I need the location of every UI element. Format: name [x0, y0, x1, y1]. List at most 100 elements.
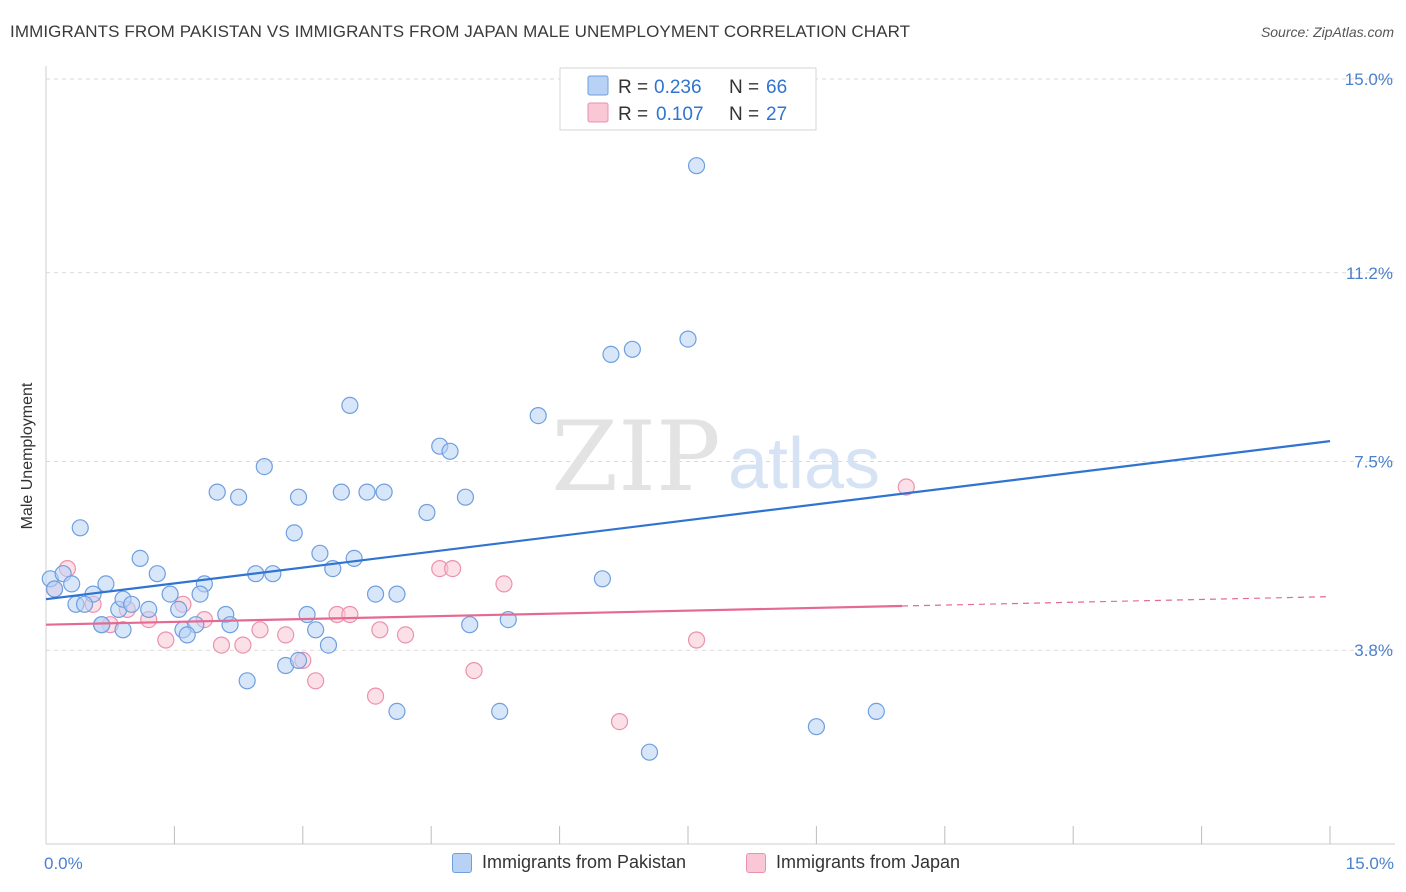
data-point-pakistan — [418, 503, 436, 522]
data-point-pakistan — [441, 442, 459, 460]
legend-japan-n-label: N = — [729, 104, 759, 125]
data-point-pakistan — [114, 621, 132, 639]
x-tick-label: 0.0% — [44, 854, 83, 873]
data-point-pakistan — [345, 549, 363, 568]
data-point-pakistan — [319, 636, 338, 654]
data-point-pakistan — [123, 595, 141, 613]
data-point-pakistan — [388, 702, 406, 721]
chart-title: IMMIGRANTS FROM PAKISTAN VS IMMIGRANTS F… — [10, 22, 911, 41]
x-tick-label: 15.0% — [1346, 854, 1394, 873]
data-point-pakistan — [140, 600, 158, 619]
data-point-pakistan — [307, 621, 325, 639]
data-point-pakistan — [238, 672, 256, 690]
legend-pakistan-r-label: R = — [618, 77, 648, 98]
trend-lines — [45, 440, 1331, 626]
legend-label-japan: Immigrants from Japan — [776, 852, 961, 872]
trend-line-pakistan — [45, 440, 1331, 601]
data-point-pakistan — [289, 488, 308, 506]
data-point-pakistan — [63, 575, 81, 593]
data-point-japan — [371, 621, 389, 639]
data-point-pakistan — [97, 575, 115, 593]
grid-lines — [46, 78, 1395, 651]
legend-label-pakistan: Immigrants from Pakistan — [482, 852, 687, 872]
axes — [45, 66, 1395, 845]
data-point-pakistan — [456, 488, 475, 506]
data-point-pakistan — [867, 702, 885, 721]
data-point-japan — [444, 559, 462, 578]
data-point-japan — [366, 687, 385, 705]
data-point-japan — [307, 672, 325, 690]
data-point-pakistan — [255, 458, 273, 476]
watermark-zip: ZIP — [551, 401, 720, 513]
legend-pakistan-n-value: 66 — [766, 77, 787, 98]
data-point-pakistan — [332, 483, 350, 501]
data-point-pakistan — [593, 570, 612, 588]
legend-japan-n-value: 27 — [766, 104, 787, 125]
legend-pakistan-n-label: N = — [729, 77, 759, 98]
data-point-pakistan — [807, 718, 826, 736]
data-point-pakistan — [208, 483, 226, 501]
data-point-pakistan — [461, 616, 479, 634]
legend-japan-swatch — [587, 102, 609, 123]
data-point-pakistan — [71, 519, 89, 537]
data-point-pakistan — [289, 651, 308, 670]
legend-japan-r-label: R = — [618, 104, 648, 125]
data-point-pakistan — [148, 565, 166, 583]
data-point-pakistan — [623, 340, 641, 358]
data-point-japan — [277, 626, 295, 644]
legend-top: R = 0.236 N = 66 R = 0.107 N = 27 — [559, 67, 817, 131]
data-point-japan — [897, 478, 915, 496]
y-tick-label: 11.2% — [1346, 264, 1393, 283]
legend-swatch-japan — [746, 852, 766, 873]
data-point-pakistan — [529, 407, 547, 425]
data-point-pakistan — [264, 565, 282, 583]
data-point-pakistan — [178, 626, 196, 644]
data-point-pakistan — [679, 330, 697, 348]
data-point-japan — [157, 631, 175, 649]
data-point-pakistan — [75, 595, 94, 613]
data-point-pakistan — [221, 616, 239, 634]
data-point-pakistan — [602, 345, 620, 363]
data-point-japan — [251, 621, 269, 639]
data-point-pakistan — [375, 483, 393, 501]
legend-item-japan: Immigrants from Japan — [746, 852, 960, 873]
data-point-pakistan — [161, 585, 179, 603]
y-tick-label: 7.5% — [1354, 453, 1393, 472]
legend-pakistan-r-value: 0.236 — [654, 77, 702, 98]
data-point-pakistan — [491, 702, 509, 721]
data-point-pakistan — [366, 585, 385, 603]
tick-labels: 3.8% 7.5% 11.2% 15.0% 0.0% 15.0% — [44, 70, 1394, 873]
legend-pakistan-swatch — [587, 75, 609, 96]
data-point-pakistan — [45, 580, 64, 598]
data-point-pakistan — [230, 488, 248, 506]
source-credit: Source: ZipAtlas.com — [1260, 24, 1394, 40]
data-point-japan — [495, 575, 513, 593]
watermark-atlas: atlas — [728, 424, 880, 504]
data-point-pakistan — [311, 544, 329, 562]
data-point-japan — [396, 626, 415, 644]
data-point-japan — [341, 605, 359, 624]
data-point-japan — [465, 661, 483, 680]
data-point-pakistan — [640, 743, 659, 761]
data-point-pakistan — [358, 483, 376, 501]
data-point-japan — [212, 636, 231, 654]
data-point-pakistan — [191, 585, 209, 603]
data-point-pakistan — [341, 396, 359, 414]
legend-item-pakistan: Immigrants from Pakistan — [452, 852, 686, 873]
y-tick-label: 15.0% — [1345, 70, 1393, 89]
data-point-pakistan — [170, 600, 188, 619]
data-point-japan — [687, 631, 706, 649]
data-point-pakistan — [285, 524, 303, 542]
data-point-pakistan — [687, 157, 706, 175]
y-tick-label: 3.8% — [1354, 641, 1393, 660]
data-point-japan — [234, 636, 252, 654]
legend-bottom: Immigrants from Pakistan Immigrants from… — [0, 852, 1406, 878]
trend-line-japan-extension — [901, 596, 1331, 607]
legend-swatch-pakistan — [452, 852, 472, 873]
data-point-pakistan — [131, 549, 149, 568]
data-point-pakistan — [388, 585, 406, 603]
legend-japan-r-value: 0.107 — [656, 104, 704, 125]
watermark: ZIP atlas — [551, 401, 880, 513]
trend-line-japan — [45, 604, 903, 626]
